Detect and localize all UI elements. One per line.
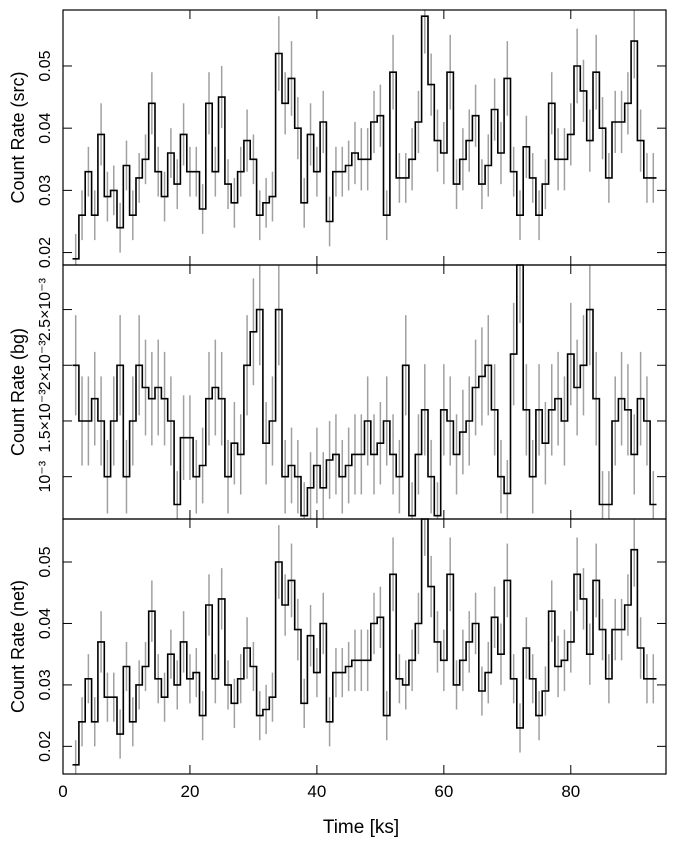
y-axis-label: Count Rate (bg) — [8, 328, 28, 456]
y-tick-label: 0.04 — [37, 608, 54, 639]
panel-net: 0.02 0.03 0.04 0.05 Count Rate (net) 0 20 40 60 8… — [8, 518, 667, 801]
y-axis-label: Count Rate (src) — [8, 71, 28, 203]
panel-bg: 10⁻³ 1.5×10⁻³2×10⁻³2.5×10⁻³ Count Rate (bg… — [8, 264, 667, 520]
y-tick-label: 0.04 — [37, 113, 54, 144]
x-tick-label: 80 — [561, 782, 580, 801]
y-tick-label: 0.05 — [37, 50, 54, 81]
light-curve-step — [72, 15, 657, 260]
panel-frame — [62, 264, 667, 520]
x-tick-label: 20 — [180, 782, 199, 801]
y-tick-label: 0.03 — [37, 175, 54, 206]
y-tick-label: 0.05 — [37, 546, 54, 577]
panel-src: 0.02 0.03 0.04 0.05 Count Rate (src) — [8, 9, 667, 268]
x-axis-label: Time [ks] — [323, 817, 399, 838]
x-tick-label: 0 — [58, 782, 67, 801]
y-tick-label: 0.03 — [37, 669, 54, 700]
x-tick-label: 40 — [307, 782, 326, 801]
y-tick-label: 0.02 — [37, 731, 54, 762]
panel-frame — [62, 518, 667, 775]
y-tick-label: 2×10⁻³ — [37, 340, 54, 390]
y-tick-label: 1.5×10⁻³ — [37, 389, 54, 453]
light-curve-step — [72, 518, 657, 766]
light-curve-step — [72, 264, 657, 517]
y-tick-label: 0.02 — [37, 237, 54, 268]
y-tick-label: 10⁻³ — [37, 460, 54, 492]
panel-frame — [62, 9, 667, 266]
y-tick-label: 2.5×10⁻³ — [37, 277, 54, 341]
y-axis-label: Count Rate (net) — [8, 580, 28, 713]
x-tick-label: 60 — [434, 782, 453, 801]
